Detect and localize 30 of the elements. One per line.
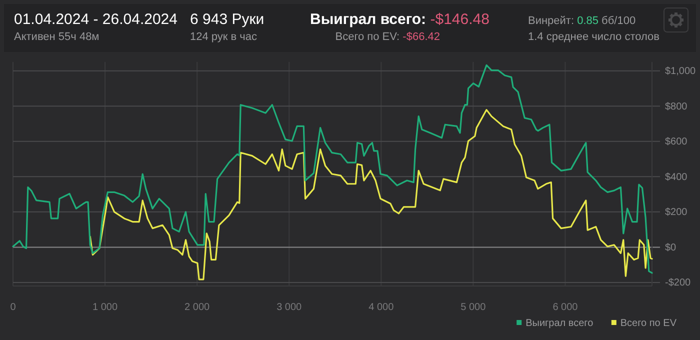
x-tick-label: 0 bbox=[10, 302, 16, 314]
x-tick-label: 1 000 bbox=[92, 302, 118, 314]
y-tick-label: $0 bbox=[665, 242, 677, 254]
line-series bbox=[12, 64, 653, 274]
y-tick-label: -$200 bbox=[665, 278, 692, 289]
y-tick-label: $800 bbox=[665, 101, 688, 112]
x-tick-label: 5 000 bbox=[460, 302, 486, 314]
y-tick-label: $1,000 bbox=[665, 66, 696, 78]
y-tick-label: $600 bbox=[665, 136, 688, 148]
y-tick-label: $400 bbox=[665, 172, 688, 183]
chart-subtitle: Активен 55ч 48м bbox=[14, 31, 100, 43]
text: -$66.42 bbox=[400, 31, 440, 43]
text: 1.4 среднее число столов bbox=[528, 31, 660, 43]
legend-label: Выиграл всего bbox=[526, 318, 594, 329]
line-series bbox=[89, 109, 653, 280]
x-tick-label: 2 000 bbox=[184, 302, 210, 314]
x-tick-label: 6 000 bbox=[552, 302, 578, 314]
text: -$146.48 bbox=[426, 11, 490, 28]
x-tick-label: 3 000 bbox=[276, 302, 302, 314]
text: 6 943 Руки bbox=[190, 11, 264, 28]
text: Выиграл всего: bbox=[310, 11, 426, 28]
text: Винрейт: bbox=[528, 15, 574, 27]
text: 0.85 bbox=[574, 15, 598, 27]
text: 124 рук в час bbox=[190, 31, 258, 43]
text: Всего по EV: bbox=[335, 31, 400, 43]
text: бб/100 bbox=[598, 15, 636, 27]
x-tick-label: 4 000 bbox=[368, 302, 394, 314]
chart-title: 01.04.2024 - 26.04.2024 bbox=[14, 11, 178, 28]
y-tick-label: $200 bbox=[665, 207, 688, 218]
legend-label: Всего по EV bbox=[620, 318, 677, 329]
